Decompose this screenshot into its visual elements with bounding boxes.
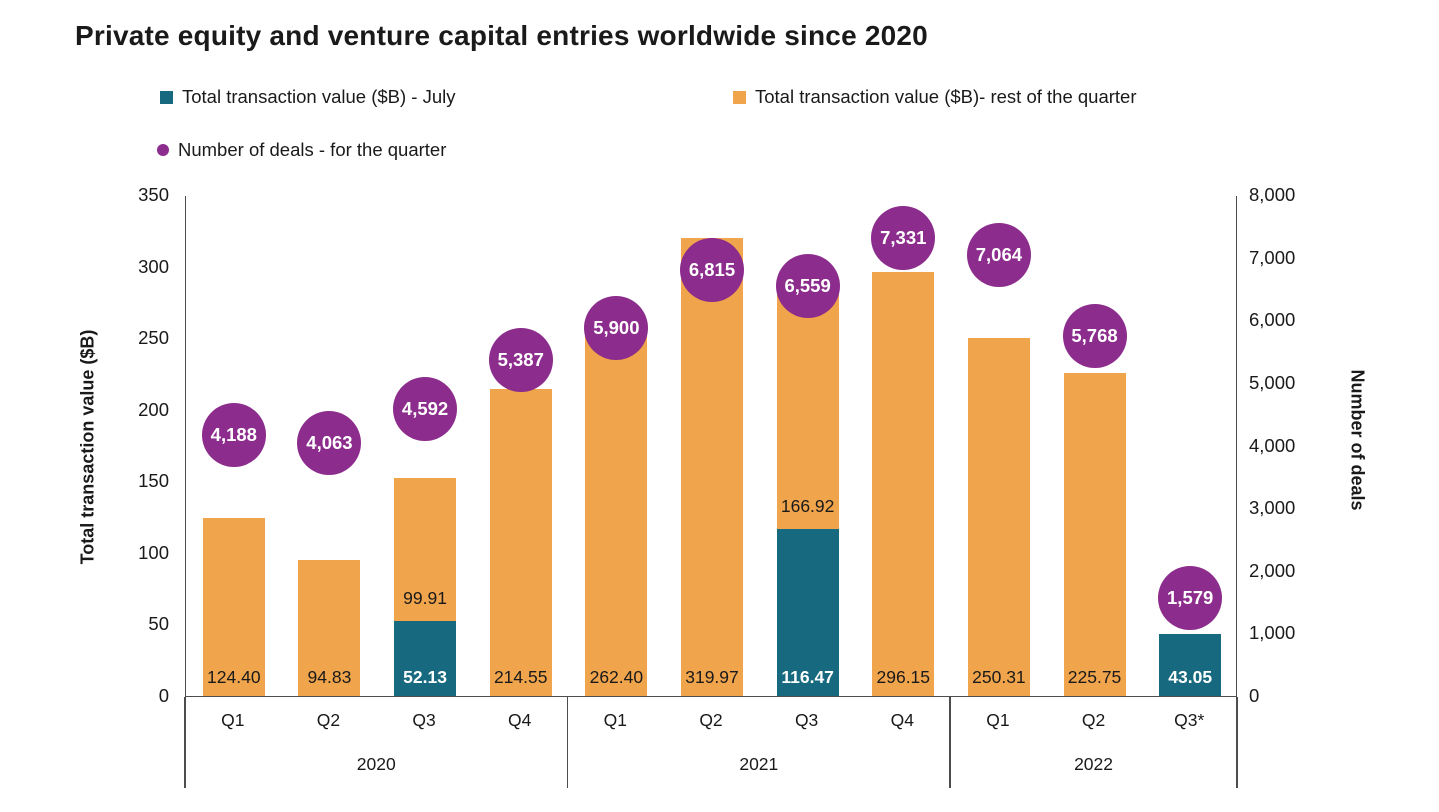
chart-title: Private equity and venture capital entri… (75, 20, 928, 51)
x-axis-year-label: 2022 (1074, 754, 1113, 774)
x-axis-quarter-label: Q1 (221, 710, 245, 730)
left-axis-tick-label: 350 (138, 184, 169, 205)
bar-value-label-rest: 296.15 (876, 667, 931, 687)
left-axis-tick-label: 250 (138, 327, 169, 349)
x-axis-quarter-label: Q3 (412, 710, 436, 730)
right-axis-tick-label: 2,000 (1249, 559, 1296, 581)
deals-bubble: 5,387 (488, 327, 553, 392)
right-axis-title: Number of deals (1347, 369, 1368, 511)
x-axis-quarter-label: Q3* (1174, 710, 1205, 730)
left-axis-tick-label: 50 (148, 613, 169, 635)
bar-value-label-july: 116.47 (781, 667, 834, 687)
x-axis-group-separator (184, 697, 186, 788)
bar-segment-rest-of-quarter (1063, 372, 1126, 696)
bar-segment-july (1159, 634, 1222, 696)
x-axis-quarter-label: Q4 (508, 710, 532, 730)
legend-swatch-deals-icon (157, 144, 169, 156)
x-axis-group-separator (949, 697, 951, 788)
legend-swatch-july-icon (160, 90, 173, 104)
deals-bubble: 4,063 (297, 410, 362, 475)
bar-segment-july (394, 621, 457, 696)
deals-bubble: 6,559 (775, 254, 840, 319)
left-axis-tick-label: 200 (138, 398, 169, 420)
x-axis-year-label: 2020 (356, 754, 396, 774)
bar-segment-rest-of-quarter (585, 320, 648, 696)
x-axis-quarter-label: Q1 (603, 710, 628, 730)
left-axis-tick-label: 300 (138, 255, 169, 277)
right-axis-tick-label: 3,000 (1249, 497, 1296, 519)
bar-value-label-rest: 166.92 (780, 496, 835, 517)
deals-bubble: 7,064 (966, 222, 1031, 287)
bar-value-label-rest: 319.97 (685, 667, 739, 687)
bar-value-label-rest: 214.55 (493, 667, 548, 687)
right-axis-tick-label: 7,000 (1249, 246, 1296, 268)
legend-swatch-rest-icon (733, 90, 746, 104)
x-axis-quarter-label: Q1 (986, 710, 1010, 730)
bar-segment-rest-of-quarter (298, 560, 361, 696)
plot-area: 124.40 4,188 94.83 4,063 52.13 99.91 4,592 214.… (185, 196, 1237, 697)
bar-segment-rest-of-quarter (681, 238, 743, 696)
bar-value-label-rest: 225.75 (1067, 667, 1122, 687)
bar-segment-rest-of-quarter (872, 272, 935, 696)
legend-item-number-of-deals: Number of deals - for the quarter (157, 139, 446, 161)
deals-bubble: 7,331 (871, 205, 936, 270)
right-axis-tick-label: 1,000 (1249, 622, 1296, 644)
bar-value-label-rest: 99.91 (403, 588, 447, 609)
bar-value-label-rest: 124.40 (207, 667, 261, 687)
x-axis-year-label: 2021 (739, 754, 779, 774)
bar-segment-rest-of-quarter (776, 290, 839, 530)
x-axis-quarter-label: Q2 (1081, 710, 1106, 730)
left-axis-tick-label: 100 (138, 541, 169, 563)
bar-value-label-july: 52.13 (403, 667, 447, 687)
deals-bubble: 1,579 (1158, 566, 1223, 631)
legend-label-july: Total transaction value ($B) - July (182, 86, 456, 107)
left-axis-tick-label: 150 (138, 470, 169, 492)
x-axis-quarter-label: Q2 (699, 710, 723, 730)
deals-bubble: 5,900 (584, 295, 649, 360)
deals-bubble: 6,815 (680, 238, 744, 303)
left-axis-title: Total transaction value ($B) (77, 329, 98, 565)
bar-segment-rest-of-quarter (967, 337, 1030, 696)
deals-bubble: 4,592 (393, 377, 458, 442)
bar-segment-rest-of-quarter (394, 478, 457, 622)
right-axis-tick-label: 5,000 (1249, 371, 1296, 393)
bar-value-label-july: 43.05 (1168, 667, 1213, 687)
right-axis-tick-label: 6,000 (1249, 309, 1296, 331)
right-axis-tick-label: 4,000 (1249, 434, 1296, 456)
legend-label-rest: Total transaction value ($B)- rest of th… (755, 86, 1137, 107)
bar-segment-rest-of-quarter (202, 517, 265, 696)
deals-bubble: 4,188 (201, 402, 266, 467)
legend-item-july: Total transaction value ($B) - July (160, 86, 456, 108)
bar-value-label-rest: 250.31 (972, 667, 1026, 687)
legend-item-rest-of-quarter: Total transaction value ($B)- rest of th… (733, 86, 1137, 108)
bar-value-label-rest: 262.40 (589, 667, 644, 687)
right-axis-tick-label: 0 (1249, 685, 1260, 706)
deals-bubble: 5,768 (1062, 303, 1127, 368)
bar-segment-rest-of-quarter (489, 388, 552, 696)
left-axis-tick-label: 0 (158, 685, 169, 706)
x-axis-quarter-label: Q3 (794, 710, 819, 730)
right-axis-tick-label: 8,000 (1249, 184, 1296, 205)
bar-value-label-rest: 94.83 (307, 667, 352, 687)
x-axis-group-separator (1236, 697, 1238, 788)
legend-label-deals: Number of deals - for the quarter (178, 139, 447, 160)
bar-segment-july (776, 529, 839, 696)
x-axis-quarter-label: Q2 (316, 710, 341, 730)
x-axis-group-separator (566, 697, 569, 788)
x-axis-quarter-label: Q4 (890, 710, 914, 730)
